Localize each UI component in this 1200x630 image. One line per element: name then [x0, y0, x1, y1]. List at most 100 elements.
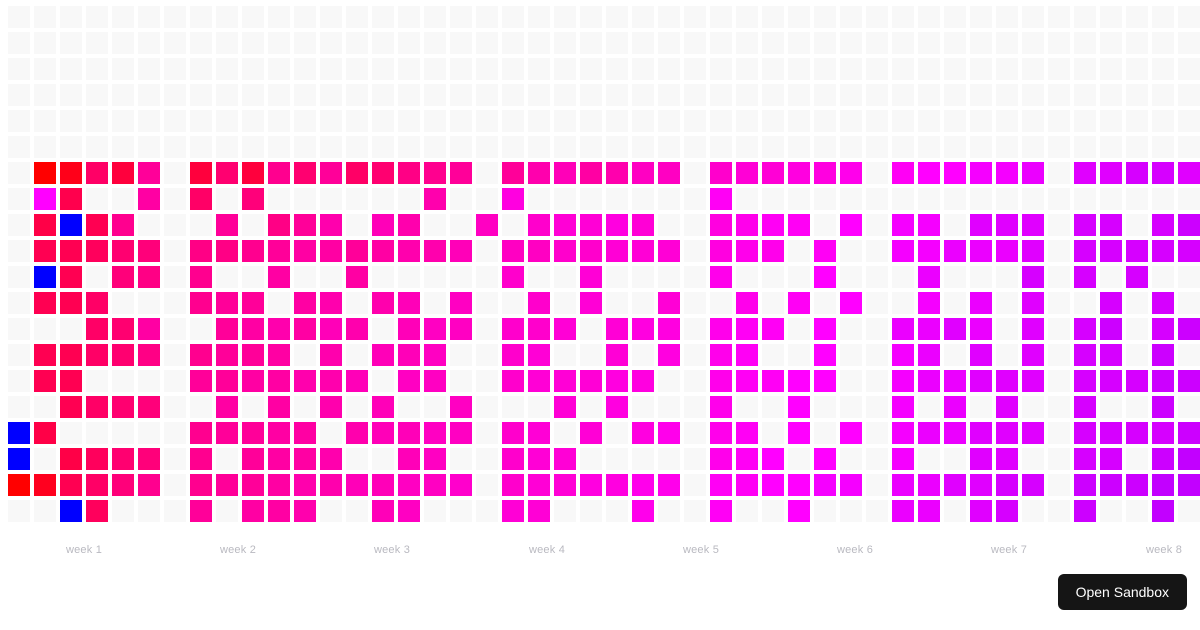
- heatmap-cell: [372, 292, 394, 314]
- heatmap-cell: [268, 266, 290, 288]
- heatmap-cell: [1074, 32, 1096, 54]
- heatmap-cell: [970, 32, 992, 54]
- heatmap-cell: [814, 396, 836, 418]
- open-sandbox-button[interactable]: Open Sandbox: [1057, 574, 1187, 610]
- heatmap-cell: [606, 422, 628, 444]
- heatmap-cell: [658, 474, 680, 496]
- heatmap-cell: [268, 500, 290, 522]
- week-axis-label: week 3: [373, 544, 411, 556]
- heatmap-cell: [918, 500, 940, 522]
- heatmap-cell: [736, 370, 758, 392]
- heatmap-cell: [294, 266, 316, 288]
- heatmap-cell: [1178, 292, 1200, 314]
- heatmap-cell: [1074, 84, 1096, 106]
- heatmap-cell: [112, 370, 134, 392]
- heatmap-cell: [450, 84, 472, 106]
- heatmap-cell: [320, 344, 342, 366]
- heatmap-cell: [216, 370, 238, 392]
- heatmap-cell: [216, 422, 238, 444]
- heatmap-cell: [216, 448, 238, 470]
- heatmap-cell: [1022, 344, 1044, 366]
- heatmap-cell: [814, 344, 836, 366]
- heatmap-cell: [34, 396, 56, 418]
- heatmap-cell: [502, 500, 524, 522]
- heatmap-cell: [86, 6, 108, 28]
- heatmap-cell: [294, 110, 316, 132]
- heatmap-cell: [970, 188, 992, 210]
- heatmap-cell: [970, 84, 992, 106]
- heatmap-cell: [450, 214, 472, 236]
- heatmap-cell: [554, 110, 576, 132]
- heatmap-cell: [372, 422, 394, 444]
- heatmap-cell: [736, 422, 758, 444]
- heatmap-cell: [1152, 500, 1174, 522]
- heatmap-cell: [892, 188, 914, 210]
- heatmap-cell: [1048, 110, 1070, 132]
- heatmap-cell: [190, 396, 212, 418]
- heatmap-cell: [788, 6, 810, 28]
- heatmap-cell: [216, 58, 238, 80]
- heatmap-cell: [1152, 136, 1174, 158]
- heatmap-cell: [1048, 422, 1070, 444]
- heatmap-cell: [528, 318, 550, 340]
- heatmap-cell: [34, 32, 56, 54]
- heatmap-cell: [762, 448, 784, 470]
- heatmap-cell: [996, 396, 1018, 418]
- heatmap-cell: [8, 214, 30, 236]
- heatmap-cell: [580, 214, 602, 236]
- heatmap-cell: [1048, 448, 1070, 470]
- heatmap-cell: [476, 474, 498, 496]
- heatmap-cell: [346, 84, 368, 106]
- heatmap-cell: [710, 6, 732, 28]
- heatmap-cell: [216, 84, 238, 106]
- heatmap-cell: [502, 58, 524, 80]
- heatmap-cell: [710, 266, 732, 288]
- heatmap-cell: [60, 214, 82, 236]
- heatmap-cell: [60, 500, 82, 522]
- heatmap-cell: [632, 422, 654, 444]
- heatmap-cell: [112, 266, 134, 288]
- heatmap-cell: [268, 240, 290, 262]
- heatmap-cell: [372, 266, 394, 288]
- heatmap-cell: [528, 422, 550, 444]
- heatmap-cell: [658, 500, 680, 522]
- heatmap-cell: [60, 110, 82, 132]
- heatmap-cell: [762, 396, 784, 418]
- heatmap-cell: [1152, 318, 1174, 340]
- heatmap-cell: [1178, 500, 1200, 522]
- heatmap-cell: [190, 84, 212, 106]
- heatmap-cell: [86, 266, 108, 288]
- heatmap-cell: [60, 32, 82, 54]
- heatmap-cell: [294, 240, 316, 262]
- heatmap-cell: [320, 188, 342, 210]
- heatmap-cell: [710, 500, 732, 522]
- heatmap-cell: [268, 474, 290, 496]
- heatmap-cell: [242, 344, 264, 366]
- heatmap-cell: [138, 6, 160, 28]
- heatmap-cell: [866, 500, 888, 522]
- heatmap-cell: [424, 500, 446, 522]
- heatmap-cell: [86, 240, 108, 262]
- heatmap-cell: [320, 474, 342, 496]
- heatmap-cell: [684, 6, 706, 28]
- heatmap-cell: [398, 188, 420, 210]
- heatmap-cell: [580, 6, 602, 28]
- heatmap-cell: [502, 396, 524, 418]
- heatmap-cell: [398, 240, 420, 262]
- heatmap-cell: [190, 370, 212, 392]
- heatmap-cell: [528, 214, 550, 236]
- heatmap-cell: [164, 370, 186, 392]
- heatmap-cell: [788, 396, 810, 418]
- heatmap-cell: [164, 500, 186, 522]
- heatmap-cell: [528, 396, 550, 418]
- heatmap-cell: [606, 500, 628, 522]
- heatmap-cell: [242, 448, 264, 470]
- heatmap-cell: [528, 448, 550, 470]
- heatmap-cell: [8, 32, 30, 54]
- heatmap-cell: [632, 370, 654, 392]
- heatmap-cell: [996, 500, 1018, 522]
- heatmap-cell: [138, 266, 160, 288]
- heatmap-cell: [112, 58, 134, 80]
- heatmap-cell: [164, 422, 186, 444]
- heatmap-cell: [268, 110, 290, 132]
